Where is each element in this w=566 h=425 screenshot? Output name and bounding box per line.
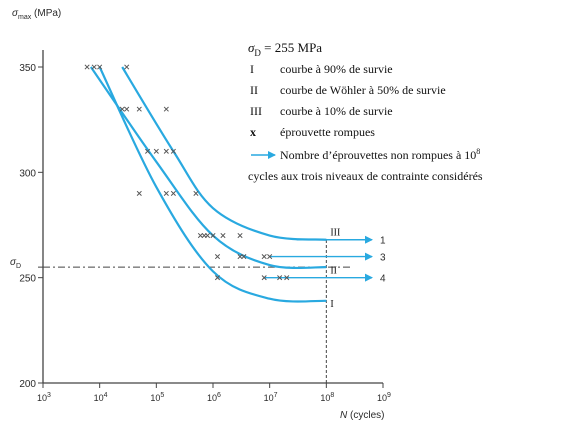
curve-II	[89, 66, 327, 270]
specimen-marker	[163, 148, 169, 154]
legend-key-I: I	[250, 62, 254, 76]
curve-label-I: I	[330, 299, 333, 310]
specimen-marker	[170, 148, 176, 154]
x-tick-label-7: 107	[264, 392, 278, 403]
legend-sigma-value: = 255 MPa	[261, 40, 322, 55]
x-tick-base: 10	[264, 393, 274, 403]
specimen-marker	[237, 232, 243, 239]
legend-key-III: III	[250, 104, 262, 118]
specimen-marker	[163, 106, 169, 112]
specimen-marker	[124, 106, 130, 112]
x-tick-base: 10	[37, 393, 47, 403]
x-tick-label-6: 106	[207, 392, 221, 403]
legend-sigma-subscript: D	[254, 48, 261, 58]
specimen-marker	[267, 254, 273, 260]
specimen-marker	[237, 254, 243, 260]
specimen-marker	[197, 232, 203, 239]
x-tick-exponent: 7	[274, 392, 278, 399]
specimen-marker	[220, 232, 226, 239]
specimen-marker	[97, 64, 103, 70]
curve-III	[121, 66, 327, 241]
specimen-marker	[193, 190, 199, 196]
specimen-marker	[210, 232, 216, 239]
legend-text-I: courbe à 90% de survie	[280, 62, 393, 76]
curve-I	[98, 66, 327, 303]
specimen-marker	[153, 148, 159, 154]
x-tick-exponent: 6	[217, 392, 221, 399]
curve-label-III: III	[330, 228, 340, 239]
legend-sigma-symbol: σ	[248, 40, 255, 55]
y-tick-label-300: 300	[19, 168, 36, 179]
legend-sigma-line: σD = 255 MPa	[248, 40, 322, 58]
x-tick-label-9: 109	[377, 392, 391, 403]
specimen-marker	[241, 254, 247, 260]
x-tick-exponent: 8	[330, 392, 334, 399]
sigma-d-axis-label: σD	[10, 257, 21, 270]
y-axis-unit: (MPa)	[31, 8, 61, 19]
specimen-marker	[91, 64, 97, 70]
legend-runout-line2: cycles aux trois niveaux de contrainte c…	[248, 169, 483, 183]
x-tick-base: 10	[320, 393, 330, 403]
specimen-marker	[124, 64, 130, 70]
x-axis-variable: N	[340, 410, 348, 421]
x-tick-label-5: 105	[150, 392, 164, 403]
specimen-marker	[261, 275, 267, 281]
x-tick-exponent: 5	[160, 392, 164, 399]
specimen-marker	[261, 254, 267, 260]
legend-runout-exponent: 8	[476, 147, 480, 156]
legend-text-III: courbe à 10% de survie	[280, 104, 393, 118]
y-axis-title: σmax (MPa)	[12, 8, 61, 21]
y-axis-subscript: max	[18, 14, 32, 21]
specimen-marker	[284, 275, 290, 281]
legend-text-x: éprouvette rompues	[280, 125, 375, 139]
specimen-marker	[145, 148, 151, 154]
specimen-marker	[170, 190, 176, 196]
x-tick-base: 10	[94, 393, 104, 403]
y-axis-symbol: σ	[12, 8, 19, 19]
x-axis-unit: (cycles)	[347, 410, 384, 421]
specimen-marker	[84, 64, 90, 70]
y-tick-label-200: 200	[19, 379, 36, 390]
legend-runout-line1: Nombre d’éprouvettes non rompues à 108	[280, 147, 480, 162]
x-tick-exponent: 4	[104, 392, 108, 399]
sigma-d-subscript: D	[16, 263, 21, 270]
runout-label-4: 4	[380, 274, 386, 285]
specimen-marker	[136, 190, 142, 196]
legend: σD = 255 MPa I courbe à 90% de survie II…	[248, 40, 483, 183]
runout-label-3: 3	[380, 253, 386, 264]
x-tick-base: 10	[150, 393, 160, 403]
y-tick-label-350: 350	[19, 63, 36, 74]
specimen-marker	[214, 275, 221, 281]
legend-text-II: courbe de Wöhler à 50% de survie	[280, 83, 446, 97]
x-tick-base: 10	[377, 393, 387, 403]
specimen-marker	[204, 232, 211, 239]
x-tick-label-3: 103	[37, 392, 51, 403]
legend-key-x: x	[250, 125, 256, 139]
sigma-d-symbol: σ	[10, 257, 17, 268]
specimen-marker	[214, 254, 221, 260]
x-tick-base: 10	[207, 393, 217, 403]
legend-runout-prefix: Nombre d’éprouvettes non rompues à 10	[280, 148, 476, 162]
specimen-marker	[163, 190, 169, 196]
specimen-marker	[277, 275, 283, 281]
y-tick-label-250: 250	[19, 274, 36, 285]
runout-label-1: 1	[380, 236, 386, 247]
legend-key-II: II	[250, 83, 258, 97]
specimen-marker	[119, 106, 125, 112]
x-tick-label-8: 108	[320, 392, 334, 403]
x-axis-title: N (cycles)	[340, 410, 384, 421]
x-tick-exponent: 9	[387, 392, 391, 399]
x-tick-label-4: 104	[94, 392, 108, 403]
specimen-marker	[136, 106, 142, 112]
curve-label-II: II	[330, 265, 337, 276]
x-tick-exponent: 3	[47, 392, 51, 399]
